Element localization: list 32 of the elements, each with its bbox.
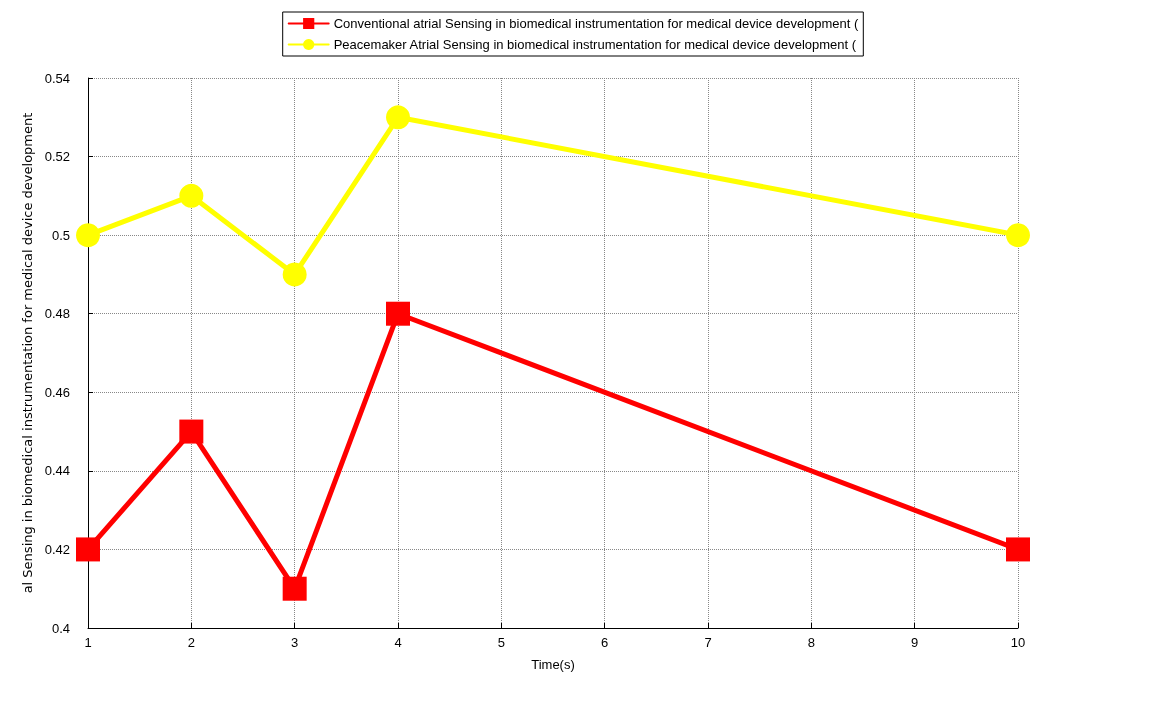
point: [76, 223, 100, 248]
point: [282, 576, 307, 601]
point: [282, 262, 307, 287]
y-tick-label: 0.54: [44, 70, 70, 86]
point: [386, 301, 410, 326]
point: [179, 183, 204, 208]
x-tick-label: 2: [187, 635, 195, 650]
x-tick-label: 9: [911, 635, 919, 650]
x-tick-label: 6: [601, 635, 609, 650]
y-tick-label: 0.4: [51, 620, 70, 636]
point: [179, 419, 204, 444]
legend-label: Peacemaker Atrial Sensing in biomedical instrumentation for medical device development (: [333, 37, 857, 52]
x-tick-label: 5: [497, 635, 505, 650]
x-tick-label: 3: [291, 635, 299, 650]
x-tick-label: 1: [84, 635, 92, 650]
point: [1006, 537, 1030, 562]
legend-label: Conventional atrial Sensing in biomedical instrumentation for medical device development (: [333, 16, 859, 31]
x-tick-label: 4: [394, 635, 402, 650]
y-axis-title: al Sensing in biomedical instrumentation for medical device development: [19, 112, 35, 594]
x-tick-label: 10: [1010, 635, 1026, 650]
y-tick-label: 0.5: [51, 227, 70, 243]
x-tick-label: 7: [704, 635, 712, 650]
y-tick-label: 0.52: [44, 149, 70, 165]
x-axis-title: Time(s): [531, 657, 575, 672]
y-tick-label: 0.42: [44, 541, 70, 557]
x-tick-label: 8: [807, 635, 815, 650]
point: [386, 105, 410, 130]
point: [76, 537, 100, 562]
y-tick-label: 0.48: [44, 306, 70, 322]
y-tick-label: 0.44: [44, 463, 70, 479]
y-tick-label: 0.46: [44, 384, 70, 400]
point: [1006, 223, 1030, 248]
